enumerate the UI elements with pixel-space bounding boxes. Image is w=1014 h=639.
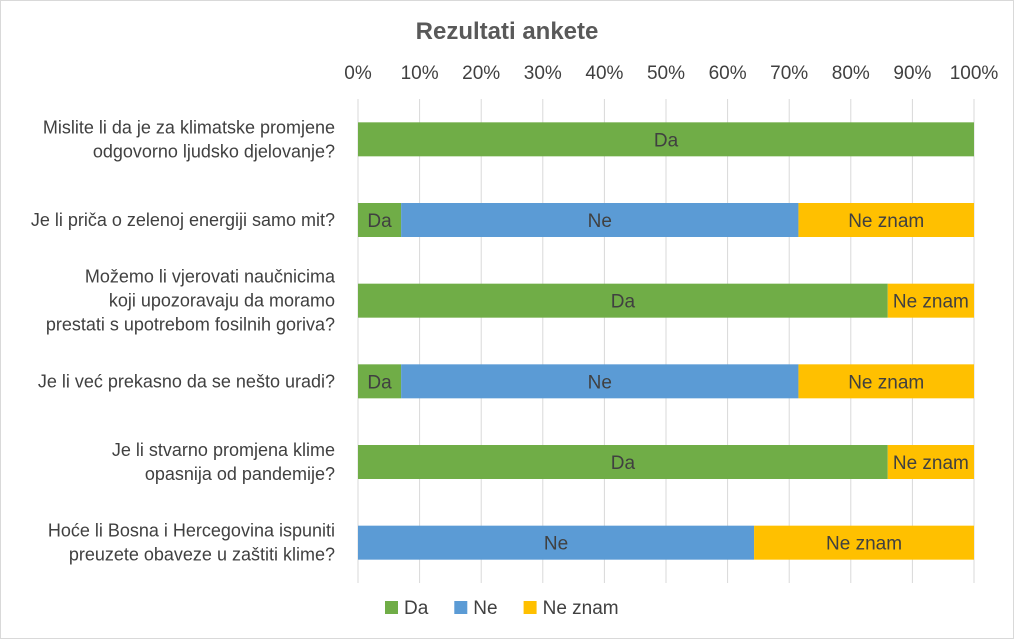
question-label: Je li stvarno promjena klime opasnija od … [112,440,335,484]
x-tick-label: 50% [647,63,685,84]
bar-segment-label: Da [654,130,679,151]
legend-label: Ne znam [543,598,619,619]
x-axis-tick-labels: 0% 10% 20% 30% 40% 50% 60% 70% 80% 90% 100% [344,63,998,84]
bar-row: Ne Ne znam [358,525,974,560]
x-tick-label: 90% [893,63,931,84]
bar-segment [358,283,888,318]
bar-row: Da [358,122,974,157]
chart-title: Rezultati ankete [416,18,599,45]
bar-segment [754,525,974,560]
x-tick-label: 0% [344,63,372,84]
bar-row: Da Ne Ne znam [358,203,974,237]
bar-segment [358,122,974,157]
bar-segment [358,445,888,479]
bar-row: Da Ne znam [358,283,974,318]
x-tick-label: 80% [832,63,870,84]
question-label: Možemo li vjerovati naučnicima koji upozo… [46,267,336,335]
legend-item: Ne znam [523,598,619,619]
bar-segment [798,203,974,237]
bar-row: Da Ne Ne znam [358,364,974,399]
bar-segment [358,203,402,237]
bar-segment-label: Ne [588,211,612,232]
bar-segment-label: Da [611,453,636,474]
bar-segment-label: Ne znam [893,453,969,474]
bar-segment-label: Ne znam [893,292,969,313]
bar-segment-label: Ne znam [848,211,924,232]
question-label: Hoće li Bosna i Hercegovina ispuniti preu… [48,521,335,565]
question-label: Je li već prekasno da se nešto uradi? [38,371,335,391]
bar-segment [401,364,799,399]
bar-segment [887,445,974,479]
x-tick-label: 60% [709,63,747,84]
bar-segment-label: Ne znam [826,534,902,555]
legend-swatch [523,601,537,614]
bar-segment-label: Da [611,292,636,313]
x-tick-label: 10% [401,63,439,84]
x-tick-label: 30% [524,63,562,84]
legend-swatch [454,601,468,614]
bar-segment [798,364,974,399]
legend-label: Ne [473,598,497,619]
bar-segment [358,525,755,560]
bar-segment-label: Ne [588,372,612,393]
x-tick-label: 20% [462,63,500,84]
bar-segment-label: Ne znam [848,372,924,393]
bar-segment [358,364,402,399]
legend-item: Da [385,598,429,619]
bar-segment [887,283,974,318]
legend-label: Da [404,598,429,619]
bar-segment [401,203,799,237]
legend-item: Ne [454,598,498,619]
question-label: Je li priča o zelenoj energiji samo mit? [31,210,335,230]
x-tick-label: 40% [585,63,623,84]
bar-segment-label: Ne [544,534,568,555]
question-labels: Mislite li da je za klimatske promjene od… [31,117,336,564]
bar-segment-label: Da [367,211,392,232]
bar-segments: Da Da Ne Ne znam Da Ne znam Da Ne Ne znam Da Ne zn… [358,122,974,560]
bar-row: Da Ne znam [358,445,974,479]
x-tick-label: 100% [950,63,999,84]
legend-swatch [385,601,398,614]
bar-segment-label: Da [367,372,392,393]
x-tick-label: 70% [770,63,808,84]
legend: Da Ne Ne znam [385,598,619,619]
grid-lines [357,99,975,583]
question-label: Mislite li da je za klimatske promjene od… [43,117,335,161]
